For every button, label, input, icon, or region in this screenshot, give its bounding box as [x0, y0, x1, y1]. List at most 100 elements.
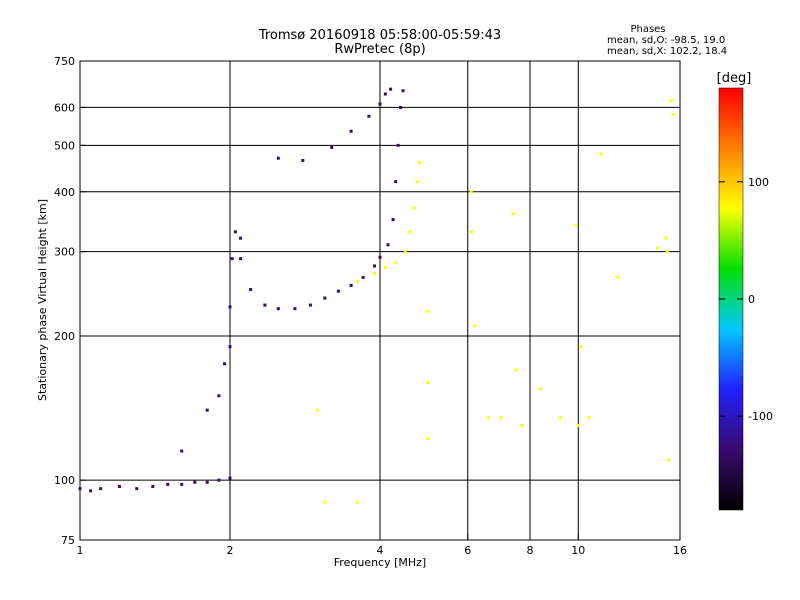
echo-point: [417, 161, 421, 165]
echo-point: [511, 212, 515, 216]
echo-point: [499, 416, 503, 420]
echo-point: [233, 230, 237, 234]
echo-point: [230, 257, 234, 261]
echo-point: [665, 250, 669, 254]
echo-point: [576, 424, 580, 428]
phases-line-o: mean, sd,O: -98.5, 19.0: [607, 35, 725, 46]
echo-point: [367, 114, 371, 118]
echo-point: [316, 408, 320, 412]
echo-point: [574, 224, 578, 228]
echo-point: [228, 345, 232, 349]
echo-point: [539, 387, 543, 391]
echo-point: [578, 345, 582, 349]
y-tick-label: 75: [61, 534, 75, 547]
echo-point: [520, 424, 524, 428]
echo-point: [486, 416, 490, 420]
echo-point: [217, 478, 221, 482]
echo-point: [349, 283, 353, 287]
y-axis-label: Stationary phase Virtual Height [km]: [36, 199, 49, 401]
echo-point: [426, 380, 430, 384]
echo-point: [514, 368, 518, 372]
y-tick-label: 400: [54, 186, 75, 199]
echo-point: [276, 156, 280, 160]
echo-point: [401, 89, 405, 93]
colorbar-label: [deg]: [717, 71, 752, 86]
echo-point: [228, 476, 232, 480]
echo-point: [378, 102, 382, 106]
points-layer: [78, 87, 675, 504]
y-tick-label: 750: [54, 55, 75, 68]
echo-point: [355, 500, 359, 504]
phases-title: Phases: [630, 24, 665, 35]
echo-point: [670, 99, 674, 103]
echo-point: [193, 480, 197, 484]
colorbar-tick-label: 100: [748, 176, 769, 189]
echo-point: [386, 243, 390, 247]
echo-point: [426, 309, 430, 313]
echo-point: [217, 394, 221, 398]
echo-point: [389, 87, 393, 91]
echo-point: [151, 484, 155, 488]
echo-point: [330, 145, 334, 149]
echo-point: [664, 236, 668, 240]
y-tick-label: 500: [54, 139, 75, 152]
echo-point: [415, 180, 419, 184]
echo-point: [180, 482, 184, 486]
echo-point: [655, 246, 659, 250]
echo-point: [616, 275, 620, 279]
x-tick-label: 8: [527, 544, 534, 557]
echo-point: [239, 236, 243, 240]
echo-point: [180, 449, 184, 453]
chart-subtitle: RwPretec (8p): [334, 42, 425, 57]
echo-point: [349, 129, 353, 133]
echo-point: [355, 279, 359, 283]
echo-point: [301, 158, 305, 162]
echo-point: [205, 480, 209, 484]
echo-point: [408, 230, 412, 234]
echo-point: [396, 143, 400, 147]
echo-point: [293, 307, 297, 311]
echo-point: [228, 305, 232, 309]
echo-point: [135, 487, 139, 491]
echo-point: [469, 230, 473, 234]
echo-point: [336, 289, 340, 293]
echo-point: [391, 218, 395, 222]
colorbar-tick-label: 0: [748, 293, 755, 306]
echo-point: [667, 458, 671, 462]
echo-point: [223, 362, 227, 366]
echo-point: [78, 487, 82, 491]
x-axis-label: Frequency [MHz]: [334, 556, 426, 569]
echo-point: [413, 206, 417, 210]
echo-point: [383, 92, 387, 96]
x-tick-label: 4: [377, 544, 384, 557]
echo-point: [323, 296, 327, 300]
echo-point: [117, 484, 121, 488]
x-tick-label: 1: [77, 544, 84, 557]
y-tick-label: 100: [54, 474, 75, 487]
echo-point: [99, 487, 103, 491]
echo-point: [263, 303, 267, 307]
echo-point: [587, 416, 591, 420]
echo-point: [276, 307, 280, 311]
echo-point: [403, 250, 407, 254]
y-tick-label: 600: [54, 101, 75, 114]
echo-point: [473, 324, 477, 328]
x-tick-label: 2: [227, 544, 234, 557]
grid-layer: [80, 61, 680, 540]
echo-point: [378, 255, 382, 259]
echo-point: [599, 152, 603, 156]
y-tick-label: 200: [54, 330, 75, 343]
echo-point: [239, 257, 243, 261]
echo-point: [399, 105, 403, 109]
x-tick-label: 16: [673, 544, 687, 557]
x-tick-label: 6: [464, 544, 471, 557]
echo-point: [89, 489, 93, 493]
tick-layer: 1 2 4 6 8 10 16 75 100 200 300 400 500 600 750: [54, 55, 687, 557]
colorbar-tick-label: -100: [748, 410, 773, 423]
echo-point: [394, 260, 398, 264]
phases-line-x: mean, sd,X: 102.2, 18.4: [607, 46, 727, 57]
echo-point: [205, 408, 209, 412]
echo-point: [671, 112, 675, 116]
